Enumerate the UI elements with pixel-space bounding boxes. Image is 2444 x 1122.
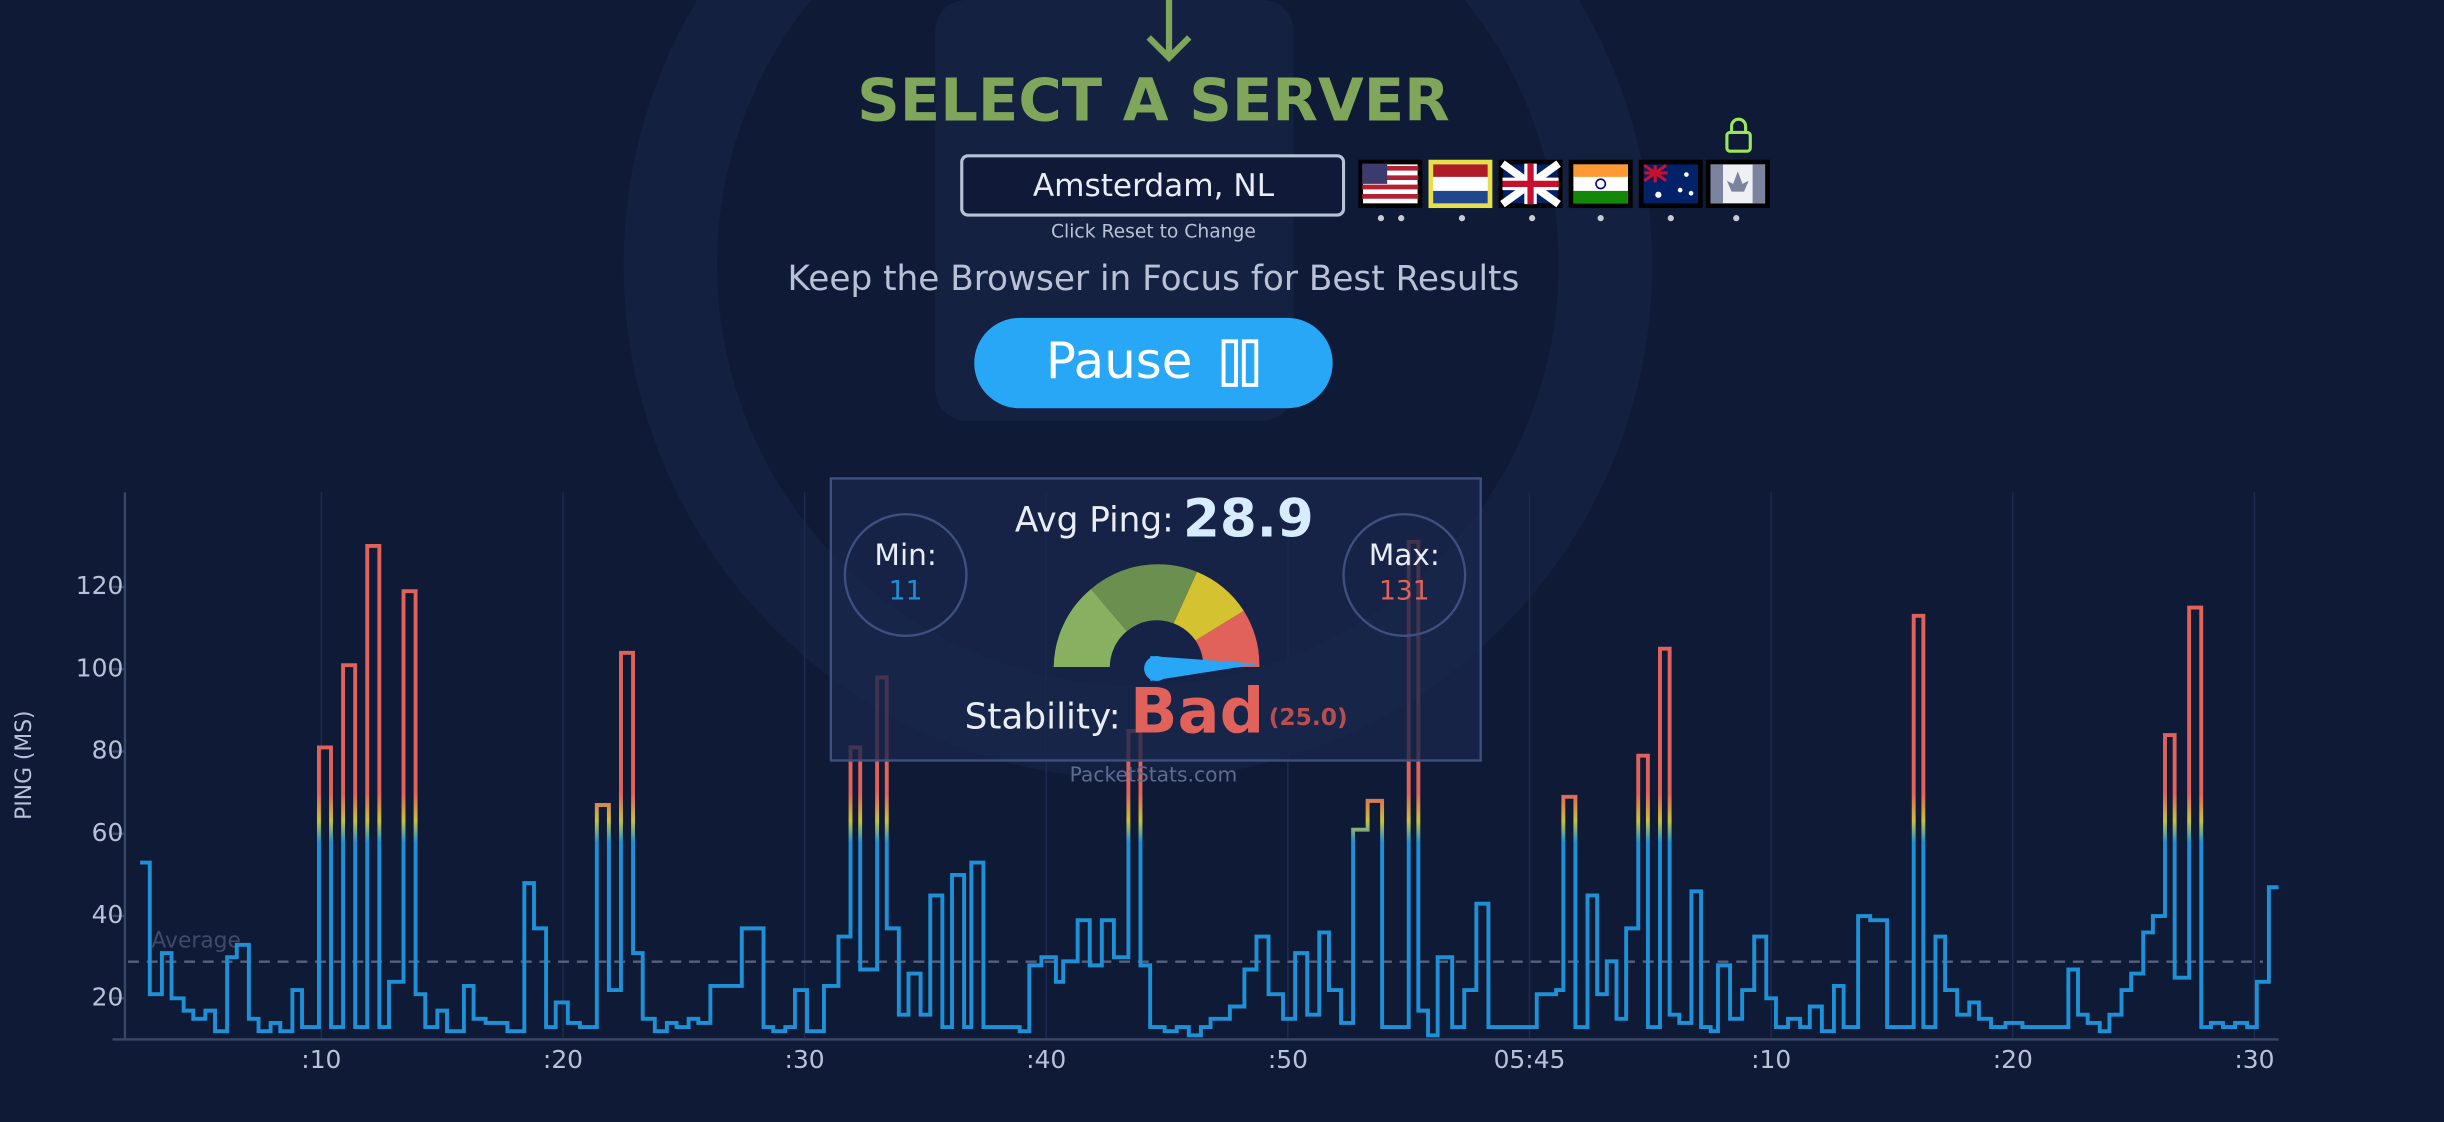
y-tick-label: 120 — [76, 571, 124, 600]
flags — [1358, 117, 1770, 222]
x-tick-label: :30 — [2234, 1045, 2274, 1074]
x-tick-label: :10 — [301, 1045, 341, 1074]
x-tick-label: :40 — [1026, 1045, 1066, 1074]
y-tick-label: 100 — [76, 653, 124, 682]
stability-score: (25.0) — [1269, 703, 1348, 731]
server-name: Amsterdam, NL — [1033, 168, 1275, 204]
title: SELECT A SERVER — [857, 66, 1450, 135]
flag-uk[interactable] — [1498, 159, 1563, 209]
stats-panel: Min: 11 Max: 131 Avg Ping: 28.9 Stabilit… — [829, 477, 1482, 787]
max-ring — [1342, 513, 1467, 637]
flag-au[interactable] — [1638, 159, 1703, 209]
ping-line — [140, 539, 2279, 1038]
flag-nl[interactable] — [1428, 159, 1493, 209]
x-tick-label: :20 — [543, 1045, 583, 1074]
arrow-down — [1146, 0, 1192, 63]
stability-value: Bad — [1130, 674, 1264, 747]
site-label: PacketStats.com — [1070, 763, 1238, 787]
y-axis-label: PING (MS) — [12, 710, 37, 819]
notice: Keep the Browser in Focus for Best Resul… — [788, 259, 1520, 299]
y-tick-label: 80 — [92, 736, 124, 765]
x-tick-label: :50 — [1268, 1045, 1308, 1074]
flag-ca[interactable] — [1705, 159, 1770, 209]
y-tick-label: 20 — [92, 982, 124, 1011]
max-value: 131 — [1379, 576, 1430, 607]
lock-icon — [1725, 117, 1752, 153]
avg-value: 28.9 — [1183, 489, 1314, 550]
server-input[interactable] — [960, 154, 1346, 217]
flag-in[interactable] — [1568, 159, 1633, 209]
x-tick-label: :10 — [1751, 1045, 1791, 1074]
min-value: 11 — [889, 576, 923, 607]
hint: Click Reset to Change — [1051, 222, 1256, 243]
flag-dots — [1377, 215, 1740, 222]
x-tick-label: :30 — [785, 1045, 825, 1074]
stability-label: Stability: — [965, 696, 1121, 737]
flag-us[interactable] — [1358, 159, 1423, 209]
min-label: Min: — [874, 538, 936, 572]
pause-icon — [1221, 339, 1259, 387]
gauge — [1053, 564, 1260, 681]
x-tick-label: :20 — [1993, 1045, 2033, 1074]
ping-chart: :10 :20 :30 :40 :50 05:45 :10 :20 :30 20 40 60 80 100… — [76, 492, 2279, 1074]
pause-label: Pause — [1046, 332, 1193, 390]
min-ring — [843, 513, 968, 637]
y-tick-label: 60 — [92, 818, 124, 847]
y-tick-label: 40 — [92, 900, 124, 929]
average-label: Average — [151, 928, 241, 953]
max-label: Max: — [1369, 538, 1440, 572]
avg-label: Avg Ping: — [1015, 501, 1174, 541]
x-tick-label: 05:45 — [1494, 1045, 1566, 1074]
